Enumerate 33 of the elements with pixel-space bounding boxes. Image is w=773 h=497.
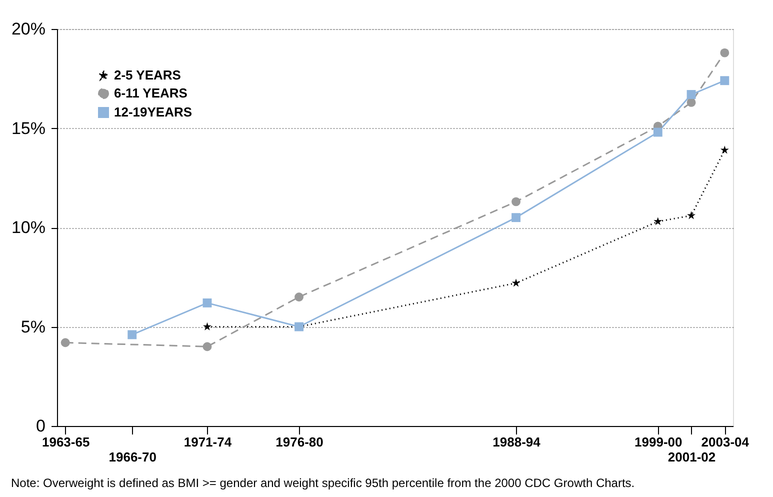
x-tick-label: 1999-00 [634,434,682,450]
y-tick-label: 15% [11,118,46,138]
x-tick-label: 1971-74 [184,434,232,450]
point [294,292,304,302]
x-tick-label: 1963-65 [42,434,90,450]
point [512,278,520,287]
y-tick-label: 10% [11,218,46,237]
legend-label: 12-19YEARS [114,104,192,120]
legend-label: 2-5 YEARS [114,68,182,82]
point [512,213,520,222]
legend-label: 6-11 YEARS [114,86,188,100]
point [654,217,662,226]
y-tick-label: 5% [20,317,46,336]
point [512,197,520,206]
x-tick-label: 1966-70 [108,450,156,464]
point [60,338,70,348]
point [202,342,212,352]
y-tick-label: 0 [36,416,46,436]
point [653,128,662,137]
x-tick-label: 2001-02 [668,450,716,464]
y-tick-label: 20% [11,20,46,38]
x-tick-label: 1976-80 [276,434,324,450]
text: Note: Overweight is defined as BMI >= gender and weight specific 95th percentile from the 2000 CDC Growth Charts. [10,476,635,490]
point [720,48,730,58]
x-tick-label: 2003-04 [701,434,750,450]
point [202,322,212,330]
point [128,330,137,340]
point [720,76,730,86]
point [686,90,696,99]
x-tick-label: 1988-94 [492,434,542,450]
point [687,211,696,220]
point [720,146,729,154]
point [202,298,212,308]
